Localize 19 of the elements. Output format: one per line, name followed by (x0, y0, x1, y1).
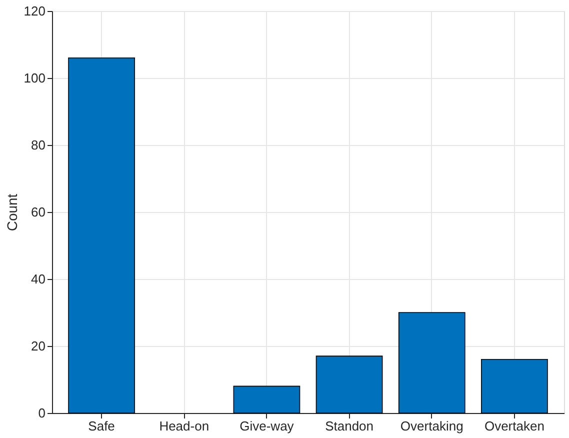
x-tick-label: Overtaking (400, 418, 464, 434)
y-tick-label: 100 (24, 70, 46, 86)
y-tick-label: 80 (31, 138, 46, 152)
y-tick-label: 120 (24, 4, 46, 18)
y-tick-label: 20 (31, 338, 46, 354)
x-tick-label: Safe (88, 418, 115, 434)
x-tick-label: Standon (325, 418, 374, 434)
y-tick-label: 40 (31, 272, 46, 286)
x-tick-label: Give-way (240, 418, 294, 434)
y-tick-label: 0 (38, 406, 46, 420)
bar (316, 356, 383, 414)
bar (68, 58, 135, 414)
y-axis-title: Count (4, 194, 20, 232)
bar (481, 359, 548, 414)
x-tick-label: Head-on (159, 418, 210, 434)
bar (233, 386, 300, 414)
y-tick-label: 60 (31, 204, 46, 220)
bar (398, 312, 466, 414)
x-tick-label: Overtaken (484, 418, 544, 434)
